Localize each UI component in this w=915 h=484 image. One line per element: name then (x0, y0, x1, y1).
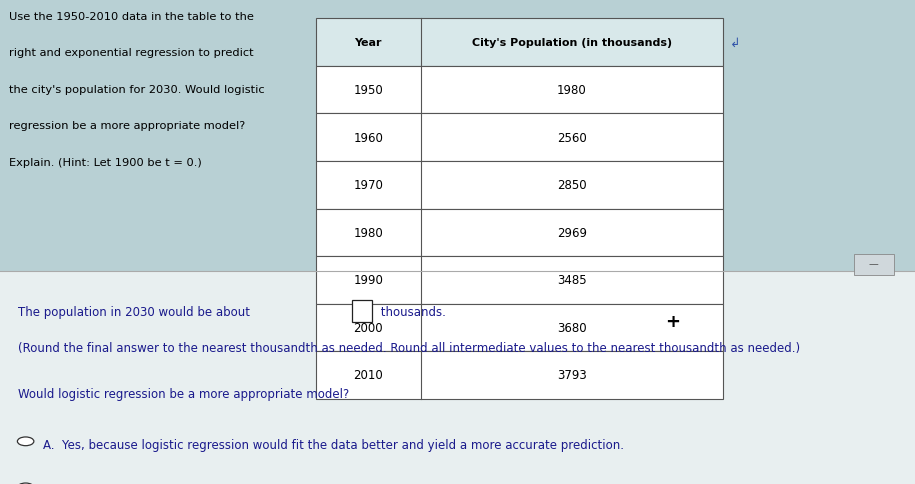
Text: A.  Yes, because logistic regression would fit the data better and yield a more : A. Yes, because logistic regression woul… (43, 439, 624, 452)
Bar (352, 300, 372, 322)
Bar (0, 271, 915, 484)
Text: 1960: 1960 (353, 132, 383, 144)
Bar (316, 257, 723, 304)
Bar (316, 162, 723, 209)
Text: Would logistic regression be a more appropriate model?: Would logistic regression be a more appr… (18, 387, 350, 400)
Text: Use the 1950-2010 data in the table to the: Use the 1950-2010 data in the table to t… (9, 12, 254, 22)
Text: 2010: 2010 (353, 369, 383, 381)
Text: ↲: ↲ (730, 37, 740, 49)
Text: 1950: 1950 (353, 84, 383, 97)
Text: City's Population (in thousands): City's Population (in thousands) (472, 38, 672, 48)
Text: 1990: 1990 (353, 274, 383, 287)
Text: right and exponential regression to predict: right and exponential regression to pred… (9, 48, 253, 59)
Bar (316, 209, 723, 257)
Circle shape (17, 483, 34, 484)
Text: (Round the final answer to the nearest thousandth as needed. Round all intermedi: (Round the final answer to the nearest t… (18, 341, 801, 354)
Text: 2000: 2000 (353, 321, 383, 334)
Text: 1970: 1970 (353, 179, 383, 192)
Text: +: + (665, 312, 680, 330)
Text: regression be a more appropriate model?: regression be a more appropriate model? (9, 121, 245, 131)
Text: 2850: 2850 (557, 179, 587, 192)
Text: the city's population for 2030. Would logistic: the city's population for 2030. Would lo… (9, 85, 264, 95)
Text: 2560: 2560 (557, 132, 587, 144)
Bar (316, 351, 723, 399)
Bar (316, 114, 723, 162)
Bar (0, 0, 915, 271)
Text: —: — (869, 259, 878, 269)
Bar (316, 19, 723, 67)
Bar (316, 304, 723, 351)
Text: 3793: 3793 (557, 369, 587, 381)
Text: 3680: 3680 (557, 321, 587, 334)
Bar (316, 67, 723, 114)
Text: 2969: 2969 (557, 227, 587, 239)
Text: Explain. (Hint: Let 1900 be t = 0.): Explain. (Hint: Let 1900 be t = 0.) (9, 157, 202, 167)
Text: 3485: 3485 (557, 274, 587, 287)
Text: The population in 2030 would be about: The population in 2030 would be about (18, 305, 254, 318)
Text: 1980: 1980 (353, 227, 383, 239)
Text: Year: Year (354, 38, 382, 48)
Text: thousands.: thousands. (377, 305, 446, 318)
Circle shape (17, 437, 34, 446)
Text: 1980: 1980 (557, 84, 587, 97)
Bar (854, 254, 894, 276)
